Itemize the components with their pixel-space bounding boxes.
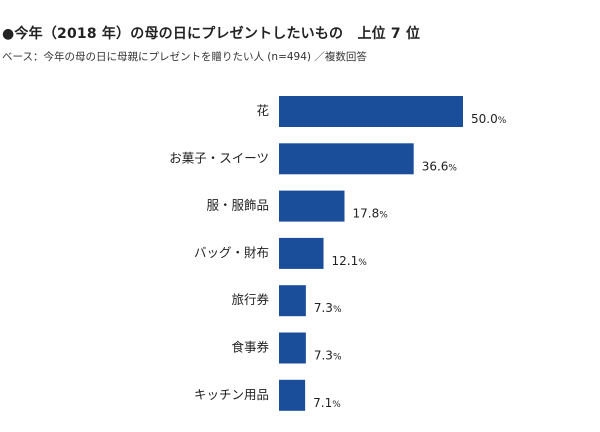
category-label: 服・服飾品 bbox=[206, 198, 269, 213]
data-label-unit: % bbox=[358, 258, 367, 268]
data-label-value: 7.1 bbox=[313, 396, 332, 410]
data-label: 7.3% bbox=[314, 349, 342, 363]
data-label: 7.3% bbox=[314, 301, 342, 315]
data-label-unit: % bbox=[379, 211, 388, 221]
data-label-value: 36.6 bbox=[422, 159, 449, 173]
data-label-unit: % bbox=[333, 305, 342, 315]
data-label-value: 17.8 bbox=[353, 207, 380, 221]
category-label: 食事券 bbox=[231, 340, 269, 355]
data-label-value: 50.0 bbox=[471, 112, 498, 126]
category-label: 花 bbox=[256, 103, 269, 118]
data-label-value: 12.1 bbox=[332, 254, 359, 268]
bar bbox=[279, 96, 463, 127]
chart-subtitle: ベース：今年の母の日に母親にプレゼントを贈りたい人 (n=494) ／複数回答 bbox=[2, 51, 367, 63]
data-label-value: 7.3 bbox=[314, 349, 333, 363]
data-label-unit: % bbox=[498, 116, 507, 126]
chart-title: ●今年（2018 年）の母の日にプレゼントしたいもの 上位 7 位 bbox=[2, 26, 421, 42]
data-label-value: 7.3 bbox=[314, 301, 333, 315]
data-label: 17.8% bbox=[353, 207, 389, 221]
data-label-unit: % bbox=[332, 400, 341, 410]
data-label: 50.0% bbox=[471, 112, 507, 126]
bar bbox=[279, 332, 306, 364]
bar bbox=[279, 285, 306, 317]
data-label: 12.1% bbox=[332, 254, 368, 268]
category-label: 旅行券 bbox=[231, 292, 269, 307]
bar bbox=[279, 143, 414, 175]
data-label: 36.6% bbox=[422, 159, 458, 173]
bar bbox=[279, 237, 324, 269]
category-label: お菓子・スイーツ bbox=[169, 150, 269, 165]
data-label: 7.1% bbox=[313, 396, 341, 410]
category-label: キッチン用品 bbox=[194, 387, 269, 402]
category-label: バッグ・財布 bbox=[194, 245, 269, 260]
bar bbox=[279, 190, 345, 222]
data-label-unit: % bbox=[448, 163, 457, 173]
data-label-unit: % bbox=[333, 353, 342, 363]
bar bbox=[279, 379, 306, 411]
